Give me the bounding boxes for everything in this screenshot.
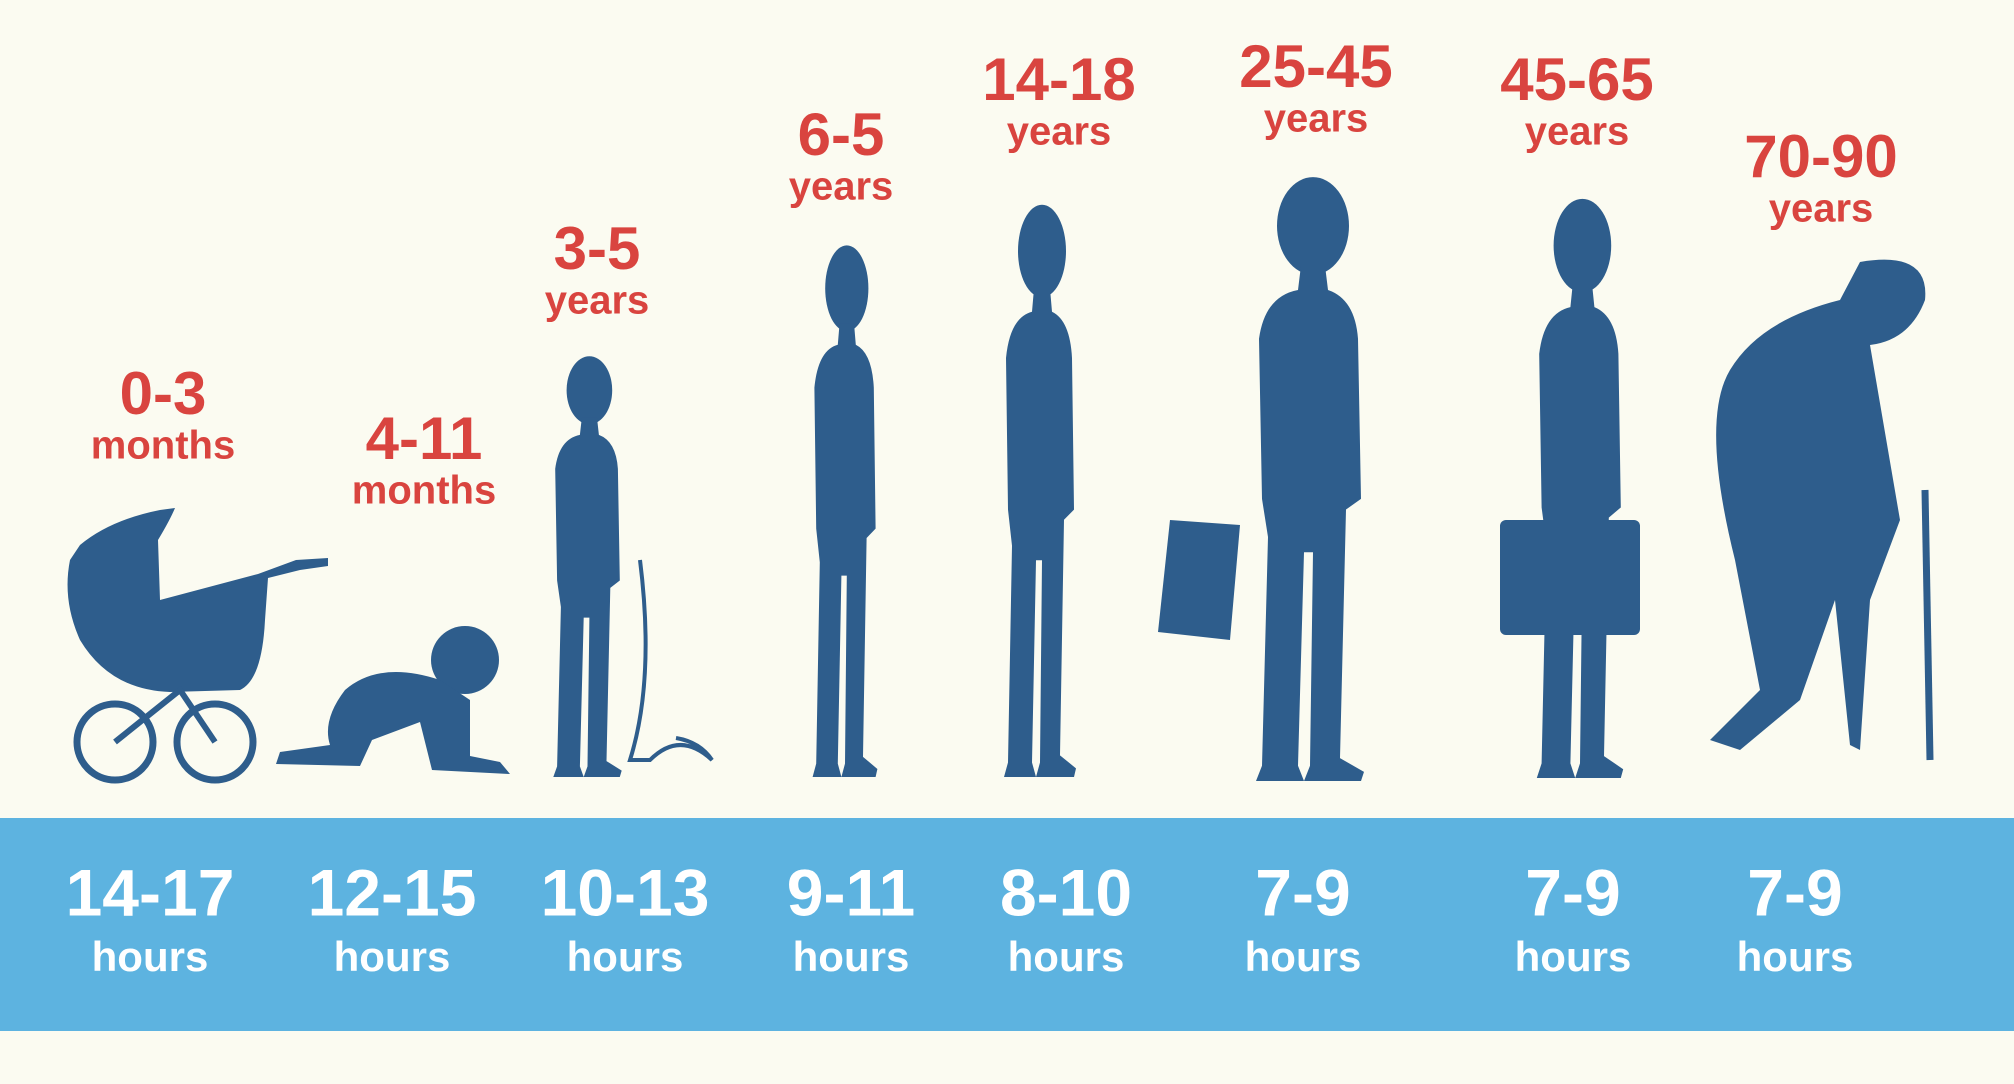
sleep-range: 9-11 (787, 855, 915, 929)
age-range: 3-5 (554, 215, 641, 282)
age-range: 25-45 (1239, 33, 1392, 100)
age-range: 6-5 (798, 101, 885, 168)
age-range: 70-90 (1744, 123, 1897, 190)
age-unit: years (1264, 97, 1369, 141)
sleep-unit: hours (793, 933, 910, 980)
sleep-unit: hours (1245, 933, 1362, 980)
age-unit: years (789, 165, 894, 209)
sleep-range: 14-17 (66, 855, 235, 929)
age-unit: years (1769, 187, 1874, 231)
sleep-range: 8-10 (1000, 855, 1132, 929)
age-range: 0-3 (120, 360, 207, 427)
labels: 0-3months14-17hours4-11months12-15hours3… (66, 33, 1898, 980)
age-range: 4-11 (366, 405, 483, 472)
hours-band (0, 818, 2014, 1031)
baby-icon (276, 626, 510, 774)
sleep-unit: hours (567, 933, 684, 980)
sleep-unit: hours (1008, 933, 1125, 980)
sleep-unit: hours (334, 933, 451, 980)
age-range: 14-18 (982, 46, 1135, 113)
sleep-range: 7-9 (1747, 855, 1842, 929)
sleep-unit: hours (1737, 933, 1854, 980)
age-unit: months (352, 469, 496, 513)
sleep-range: 10-13 (541, 855, 710, 929)
sleep-unit: hours (92, 933, 209, 980)
sleep-range: 12-15 (308, 855, 477, 929)
age-unit: years (1525, 110, 1630, 154)
age-unit: years (1007, 110, 1112, 154)
people-silhouettes (553, 177, 1934, 781)
pram-icon (67, 508, 329, 784)
sleep-range: 7-9 (1525, 855, 1620, 929)
sleep-range: 7-9 (1255, 855, 1350, 929)
age-unit: months (91, 424, 235, 468)
age-range: 45-65 (1500, 46, 1653, 113)
sleep-unit: hours (1515, 933, 1632, 980)
age-unit: years (545, 279, 650, 323)
